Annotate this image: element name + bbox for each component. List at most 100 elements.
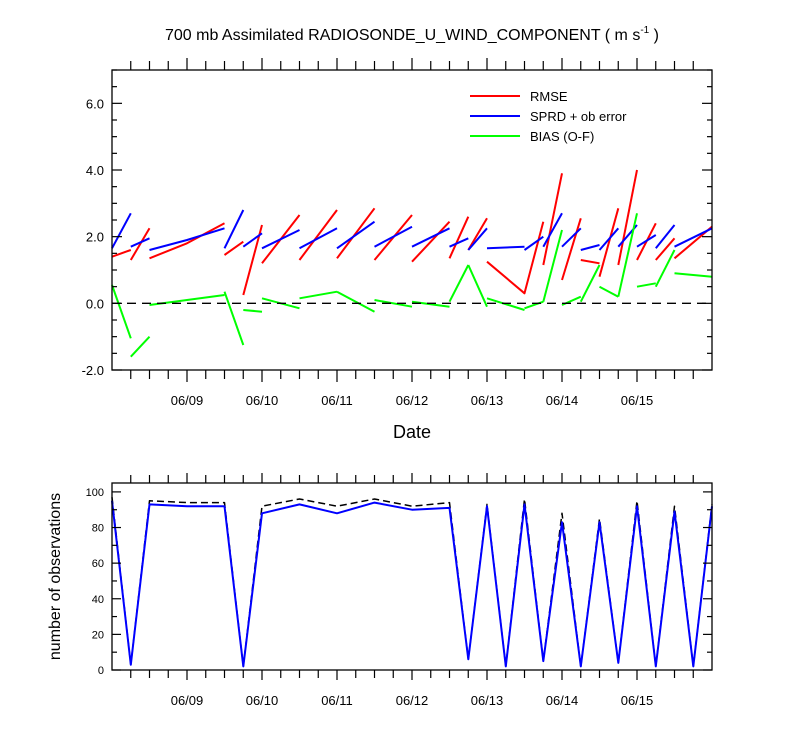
series-sprd-ob-error-segment-0	[111, 212, 132, 249]
bottom-plot: 0 20 40 60 80 100 06/09 06/10 06/11 06/12 06/13 06/…	[47, 473, 713, 708]
x-tick-label: 06/11	[321, 693, 353, 708]
title-close: )	[649, 27, 659, 44]
legend: RMSE SPRD + ob error BIAS (O-F)	[470, 89, 627, 144]
series-sprd-ob-error-segment-3	[223, 209, 245, 249]
bottom-plot-frame	[111, 482, 713, 671]
bottom-axis-ticks: 0 20 40 60 80 100 06/09 06/10 06/11 06/12 06/13 06/…	[86, 473, 712, 708]
series-observations-possible	[111, 497, 713, 668]
series-sprd-ob-error-segment-9	[411, 227, 450, 248]
top-data-series	[111, 169, 713, 358]
x-tick-label: 06/12	[396, 393, 429, 408]
bottom-data-series	[111, 497, 713, 668]
series-sprd-ob-error-segment-11	[467, 227, 488, 251]
series-sprd-ob-error-segment-4	[242, 232, 263, 248]
series-rmse-segment-2	[149, 222, 225, 260]
x-tick-label: 06/09	[171, 393, 204, 408]
series-rmse-segment-13	[542, 173, 563, 266]
y-tick-label: 80	[92, 523, 104, 535]
x-tick-label: 06/15	[621, 393, 654, 408]
x-tick-label: 06/14	[546, 393, 579, 408]
series-sprd-ob-error-segment-12	[486, 245, 525, 250]
series-bias-o-f--segment-9	[411, 300, 450, 308]
x-tick-label: 06/11	[321, 393, 353, 408]
series-observations-used	[111, 500, 713, 668]
series-rmse-segment-12	[486, 221, 545, 295]
y-tick-label: 2.0	[86, 230, 104, 245]
series-bias-o-f--segment-21	[674, 272, 713, 278]
x-tick-label: 06/10	[246, 393, 279, 408]
series-sprd-ob-error-segment-20	[655, 224, 676, 249]
series-sprd-ob-error-segment-5	[261, 229, 300, 250]
title-exponent: -1	[640, 25, 649, 36]
y-tick-label: 100	[86, 487, 104, 499]
series-bias-o-f--segment-16	[579, 264, 601, 303]
x-tick-label: 06/10	[246, 693, 279, 708]
series-sprd-ob-error-segment-6	[299, 227, 338, 250]
series-rmse-segment-0	[111, 249, 132, 258]
series-sprd-ob-error-segment-19	[636, 234, 657, 248]
chart-title: 700 mb Assimilated RADIOSONDE_U_WIND_COM…	[165, 25, 659, 44]
x-tick-label: 06/09	[171, 693, 204, 708]
series-bias-o-f--segment-6	[299, 290, 338, 300]
top-axis-ticks: -2.0 0.0 2.0 4.0 6.0 06/09 06/10 06/11 06/12 06/1…	[82, 58, 712, 408]
x-tick-label: 06/14	[546, 693, 579, 708]
series-rmse-segment-15	[580, 259, 600, 265]
series-bias-o-f--segment-0	[111, 284, 132, 339]
legend-label: RMSE	[530, 89, 568, 104]
series-sprd-ob-error-segment-21	[674, 227, 713, 248]
series-sprd-ob-error-segment-14	[542, 212, 563, 248]
series-sprd-ob-error-segment-2	[149, 227, 225, 251]
series-bias-o-f--segment-7	[336, 290, 375, 313]
series-bias-o-f--segment-8	[374, 299, 413, 308]
series-bias-o-f--segment-19	[636, 282, 656, 288]
series-sprd-ob-error-segment-13	[523, 235, 544, 251]
series-sprd-ob-error-segment-15	[561, 227, 582, 248]
series-sprd-ob-error-segment-7	[336, 220, 376, 250]
x-axis-label: Date	[393, 422, 431, 442]
series-rmse-segment-14	[561, 218, 582, 281]
series-bias-o-f--segment-14	[542, 229, 563, 302]
series-sprd-ob-error-segment-1	[130, 237, 150, 248]
x-tick-label: 06/13	[471, 693, 504, 708]
series-rmse-segment-1	[129, 227, 151, 261]
top-plot: 700 mb Assimilated RADIOSONDE_U_WIND_COM…	[82, 25, 713, 442]
x-tick-label: 06/12	[396, 693, 429, 708]
y-tick-label: 20	[92, 629, 104, 641]
series-bias-o-f--segment-12	[486, 297, 525, 311]
series-rmse-segment-11	[467, 217, 488, 251]
series-bias-o-f--segment-20	[654, 249, 676, 288]
series-sprd-ob-error-segment-17	[598, 227, 620, 251]
series-bias-o-f--segment-18	[617, 213, 638, 297]
series-rmse-segment-6	[298, 209, 338, 261]
legend-label: SPRD + ob error	[530, 109, 627, 124]
series-rmse-segment-16	[598, 208, 620, 277]
series-bias-o-f--segment-4	[243, 309, 263, 313]
x-tick-label: 06/13	[471, 393, 504, 408]
y-tick-label: 0	[98, 665, 104, 677]
series-sprd-ob-error-segment-10	[449, 237, 469, 248]
series-rmse-segment-17	[617, 169, 638, 266]
series-bias-o-f--segment-10	[448, 264, 470, 303]
series-rmse-segment-3	[223, 240, 244, 256]
series-rmse-segment-19	[655, 237, 676, 261]
series-bias-o-f--segment-3	[223, 291, 245, 346]
x-tick-label: 06/15	[621, 693, 654, 708]
y-tick-label: 40	[92, 594, 104, 606]
series-sprd-ob-error-segment-16	[580, 244, 600, 251]
y-axis-label: number of observations	[47, 493, 64, 660]
series-rmse-segment-7	[336, 207, 376, 259]
series-sprd-ob-error-segment-8	[374, 225, 413, 248]
y-tick-label: -2.0	[82, 363, 104, 378]
series-rmse-segment-10	[448, 216, 470, 259]
y-tick-label: 6.0	[86, 96, 104, 111]
y-tick-label: 0.0	[86, 296, 104, 311]
series-bias-o-f--segment-17	[599, 285, 619, 298]
legend-label: BIAS (O-F)	[530, 129, 594, 144]
y-tick-label: 60	[92, 558, 104, 570]
series-bias-o-f--segment-11	[467, 264, 488, 308]
series-rmse-segment-9	[411, 221, 451, 263]
title-text: 700 mb Assimilated RADIOSONDE_U_WIND_COM…	[165, 27, 640, 44]
y-tick-label: 4.0	[86, 163, 104, 178]
series-bias-o-f--segment-1	[130, 336, 151, 358]
